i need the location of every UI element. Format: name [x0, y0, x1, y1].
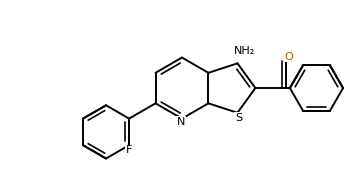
Text: N: N	[177, 117, 185, 127]
Text: S: S	[235, 113, 242, 123]
Text: NH₂: NH₂	[234, 46, 255, 56]
Text: O: O	[284, 52, 293, 62]
Text: F: F	[126, 145, 132, 155]
